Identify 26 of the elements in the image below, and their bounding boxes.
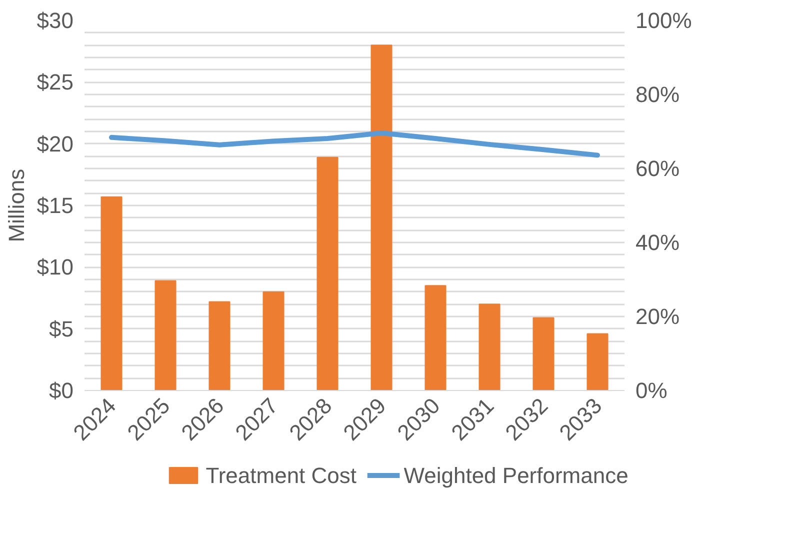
y-tick-label: $10 [36, 254, 74, 280]
bar [424, 285, 446, 390]
bar [370, 44, 392, 390]
y2-tick-label: 60% [636, 156, 680, 181]
bar [154, 280, 176, 390]
bar [316, 156, 338, 390]
bar [586, 333, 608, 390]
bar [208, 301, 230, 390]
y2-tick-label: 80% [636, 82, 680, 107]
y2-tick-label: 40% [636, 230, 680, 255]
bar [100, 196, 122, 390]
bar [262, 291, 284, 390]
y-tick-label: $15 [36, 193, 74, 218]
y2-tick-label: 0% [636, 378, 668, 403]
y-tick-label: $20 [36, 131, 74, 156]
legend-label: Treatment Cost [206, 463, 357, 488]
y2-tick-label: 100% [636, 8, 692, 33]
bar [478, 304, 500, 390]
legend-label: Weighted Performance [404, 463, 628, 488]
y-tick-label: $30 [36, 8, 74, 33]
y-tick-label: $25 [36, 70, 74, 95]
y-tick-label: $5 [49, 316, 74, 342]
y-axis-title: Millions [4, 168, 29, 242]
y-tick-label: $0 [49, 378, 74, 403]
y2-tick-label: 20% [636, 304, 680, 329]
bar [532, 317, 554, 390]
